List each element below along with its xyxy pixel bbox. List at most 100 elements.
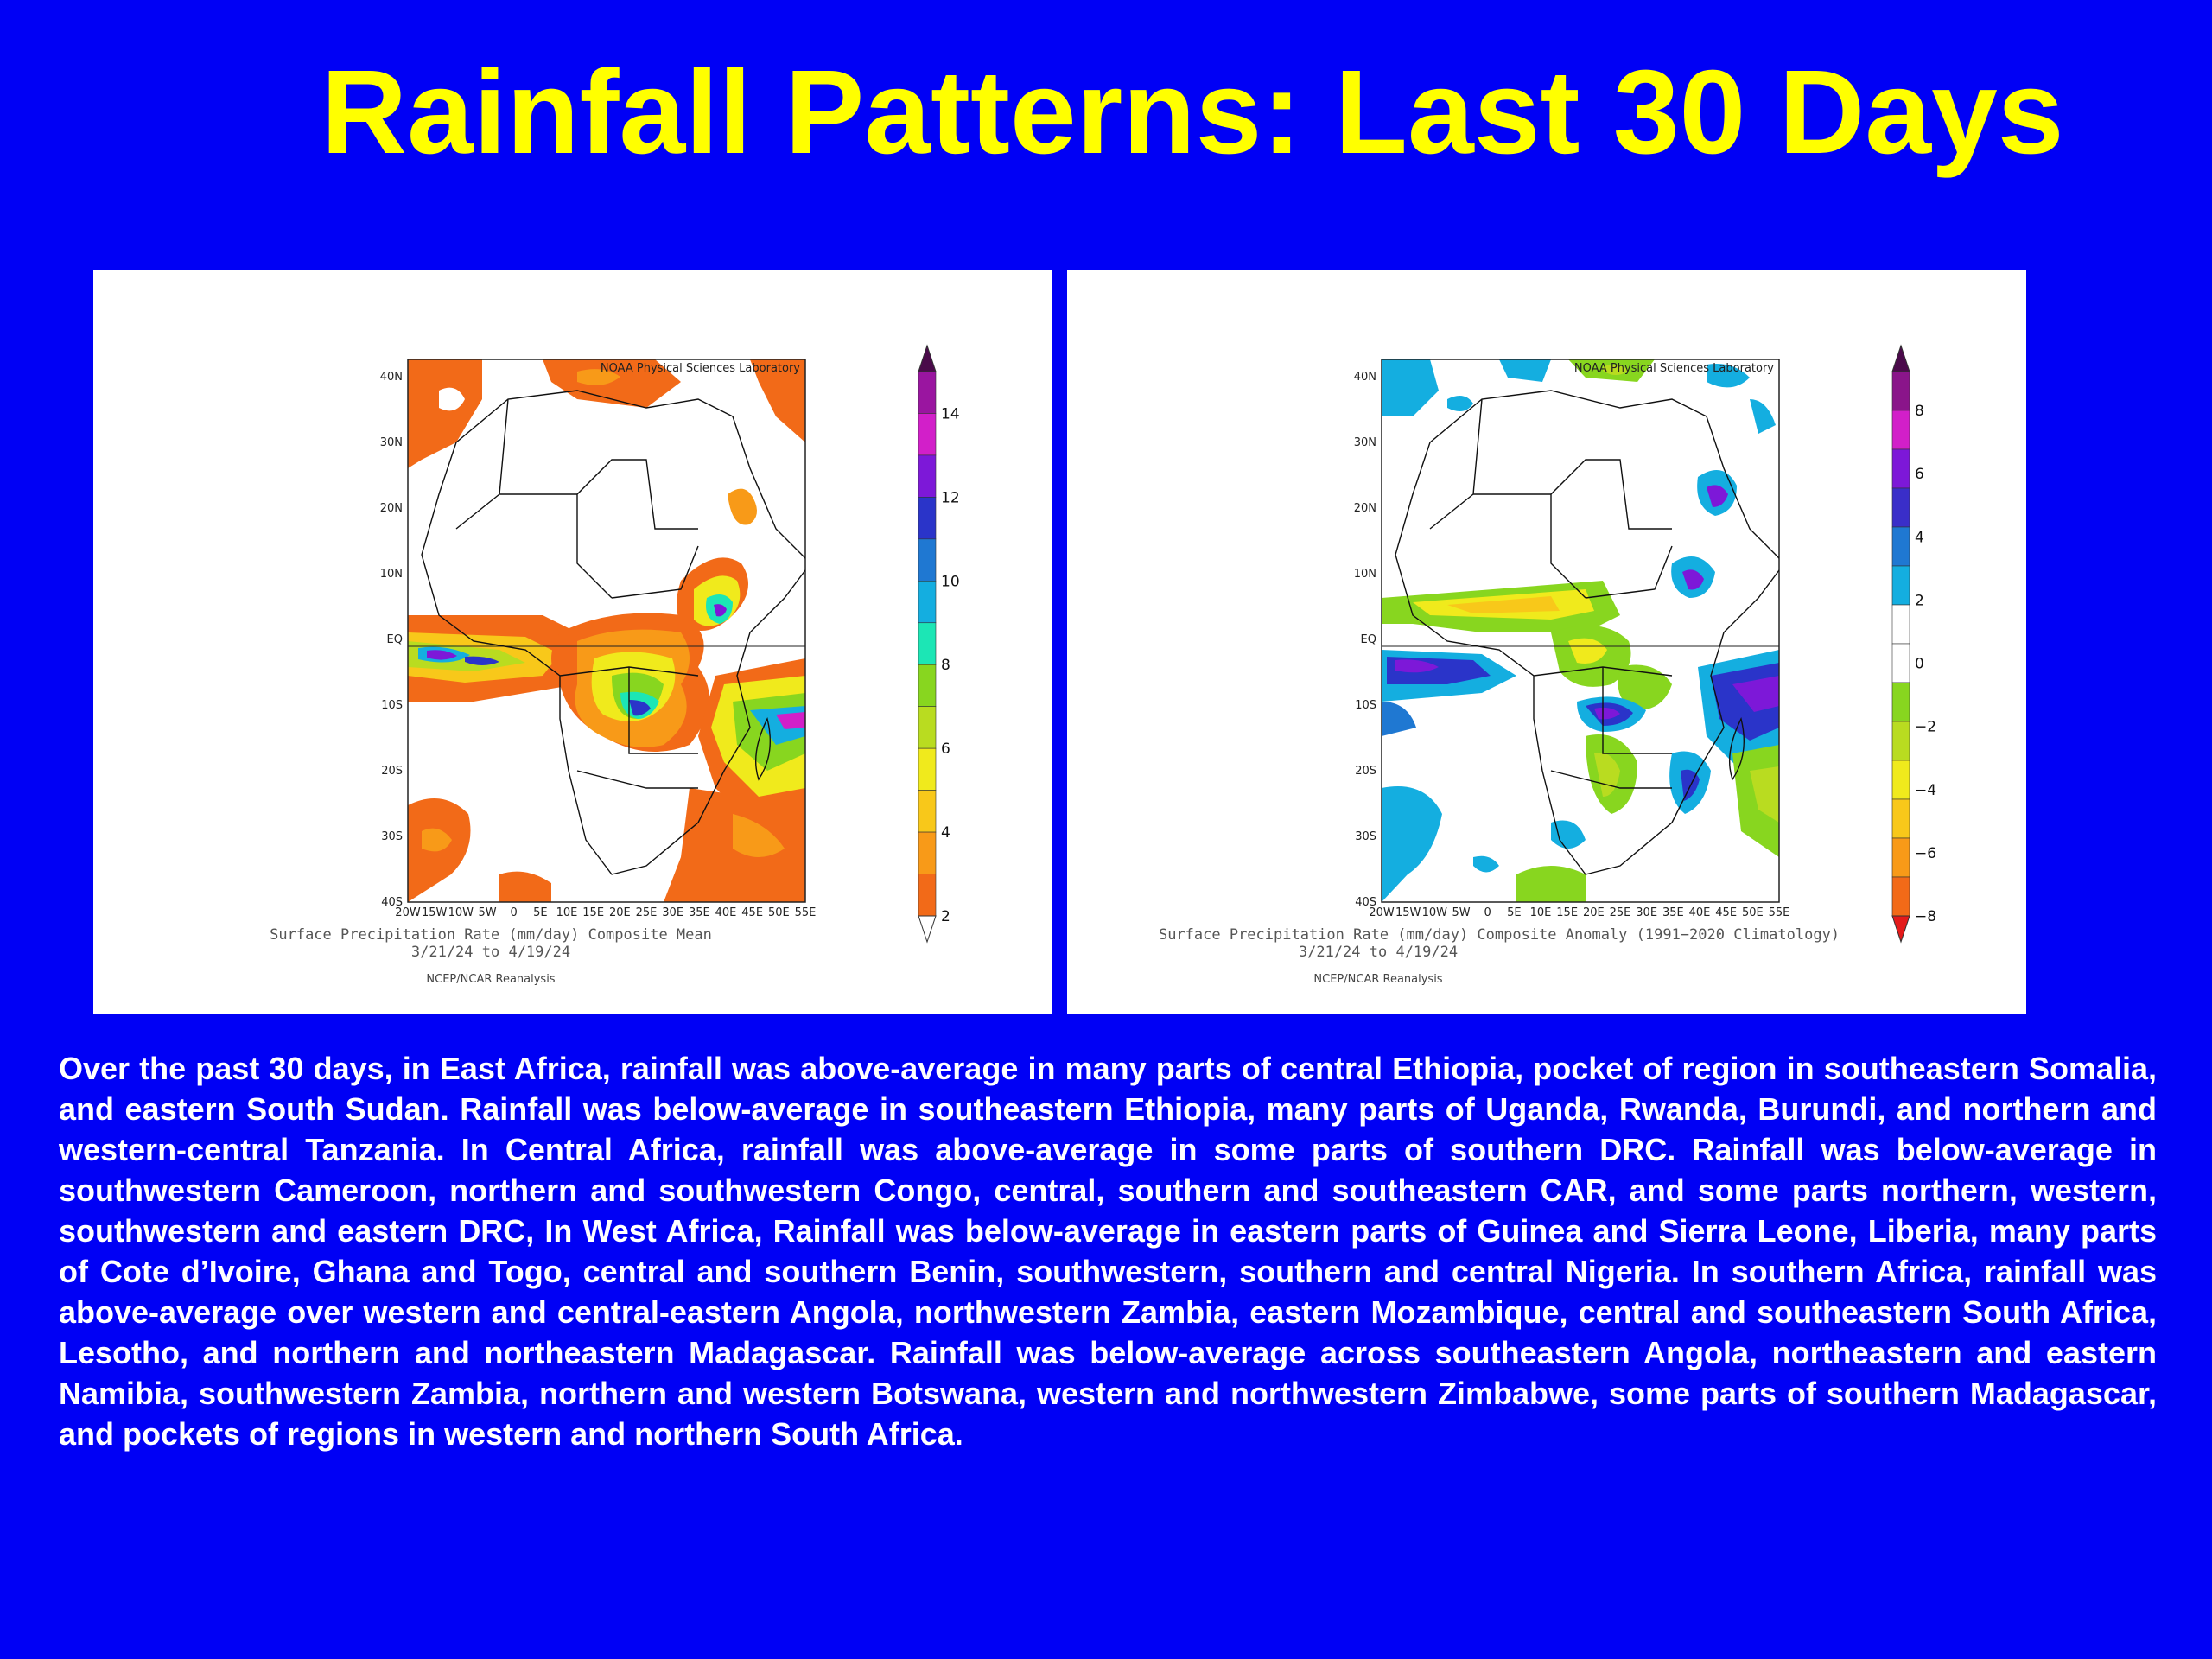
colorbar-label: 2 xyxy=(941,908,950,925)
colorbar-label: 14 xyxy=(941,405,960,423)
anomaly-colorbar: 8 6 4 2 0 −2 −4 −6 −8 xyxy=(1891,344,1936,944)
longitude-tick-label: 15E xyxy=(1556,906,1578,919)
latitude-tick-label: 10N xyxy=(380,568,403,581)
map-dates: 3/21/24 to 4/19/24 xyxy=(410,944,571,961)
latitude-tick-label: 20S xyxy=(1355,765,1376,778)
map-source-label: NOAA Physical Sciences Laboratory xyxy=(1574,362,1774,375)
colorbar-bottom-arrow xyxy=(918,915,937,944)
colorbar-segment xyxy=(918,664,937,707)
map-caption: Surface Precipitation Rate (mm/day) Comp… xyxy=(270,926,712,944)
longitude-labels: 20W 15W 10W 5W 0 5E 10E 15E 20E 25E 30E 35E 40E 45E 50… xyxy=(1369,906,1789,919)
map-dataset: NCEP/NCAR Reanalysis xyxy=(426,973,556,986)
latitude-tick-label: 30N xyxy=(380,436,403,449)
longitude-tick-label: 5E xyxy=(1507,906,1522,919)
slide-title: Rainfall Patterns: Last 30 Days xyxy=(321,46,2064,179)
latitude-labels: 40N 30N 20N 10N EQ 10S 20S 30S 40S xyxy=(380,371,403,909)
colorbar-segment xyxy=(918,706,937,749)
map-frame xyxy=(407,359,806,903)
longitude-tick-label: 0 xyxy=(511,906,518,919)
colorbar-segment xyxy=(1891,410,1910,450)
map-dataset: NCEP/NCAR Reanalysis xyxy=(1313,973,1443,986)
longitude-tick-label: 55E xyxy=(1769,906,1790,919)
colorbar-segment xyxy=(918,454,937,498)
longitude-tick-label: 5E xyxy=(533,906,548,919)
colorbar-segment xyxy=(918,413,937,456)
mean-precipitation-map: 40N 30N 20N 10N EQ 10S 20S 30S 40S 20W 15W 10W 5W 0 5… xyxy=(380,344,960,944)
colorbar-segment xyxy=(1891,798,1910,839)
map-frame xyxy=(1381,359,1780,903)
colorbar-label: 6 xyxy=(941,741,950,758)
latitude-tick-label: 10S xyxy=(1355,699,1376,712)
latitude-tick-label: 40N xyxy=(380,371,403,384)
colorbar-segment xyxy=(1891,565,1910,606)
colorbar-segment xyxy=(1891,448,1910,489)
colorbar-label: 4 xyxy=(941,824,950,842)
longitude-tick-label: 40E xyxy=(715,906,737,919)
longitude-tick-label: 0 xyxy=(1484,906,1491,919)
colorbar-segment xyxy=(918,581,937,624)
colorbar-segment xyxy=(918,622,937,665)
colorbar-label: −4 xyxy=(1915,782,1936,799)
colorbar-segment xyxy=(1891,721,1910,761)
longitude-tick-label: 5W xyxy=(1452,906,1470,919)
map-caption: Surface Precipitation Rate (mm/day) Comp… xyxy=(1158,926,1840,944)
latitude-tick-label: EQ xyxy=(387,633,403,646)
colorbar-label: −8 xyxy=(1915,908,1936,925)
longitude-tick-label: 30E xyxy=(662,906,683,919)
colorbar-label: −6 xyxy=(1915,845,1936,862)
longitude-tick-label: 55E xyxy=(795,906,817,919)
longitude-tick-label: 45E xyxy=(1715,906,1737,919)
longitude-tick-label: 20W xyxy=(1369,906,1395,919)
longitude-tick-label: 15W xyxy=(422,906,448,919)
latitude-tick-label: 40S xyxy=(1355,896,1376,909)
longitude-tick-label: 5W xyxy=(478,906,496,919)
colorbar-top-arrow xyxy=(1891,344,1910,372)
colorbar-segment xyxy=(1891,604,1910,645)
latitude-tick-label: 30N xyxy=(1354,436,1376,449)
colorbar-segment xyxy=(1891,682,1910,722)
mean-precipitation-field xyxy=(408,359,805,902)
latitude-tick-label: 20N xyxy=(1354,502,1376,515)
longitude-tick-label: 15W xyxy=(1395,906,1421,919)
mean-colorbar: 14 12 10 8 6 4 2 xyxy=(918,344,960,944)
latitude-tick-label: 20N xyxy=(380,502,403,515)
latitude-tick-label: 40S xyxy=(381,896,403,909)
latitude-tick-label: 10N xyxy=(1354,568,1376,581)
longitude-tick-label: 20W xyxy=(395,906,421,919)
colorbar-segment xyxy=(918,790,937,833)
longitude-labels: 20W 15W 10W 5W 0 5E 10E 15E 20E 25E 30E 35E 40E 45E 50… xyxy=(395,906,816,919)
longitude-tick-label: 10E xyxy=(556,906,578,919)
colorbar-segment xyxy=(1891,643,1910,683)
latitude-tick-label: 10S xyxy=(381,699,403,712)
colorbar-segment xyxy=(1891,760,1910,800)
colorbar-segment xyxy=(918,831,937,874)
colorbar-segment xyxy=(918,371,937,414)
longitude-tick-label: 35E xyxy=(689,906,710,919)
anomaly-precipitation-map-panel: 40N 30N 20N 10N EQ 10S 20S 30S 40S 20W 15W 10W 5W 0 5… xyxy=(1067,270,2026,1014)
colorbar-label: 6 xyxy=(1915,466,1924,483)
longitude-tick-label: 10E xyxy=(1530,906,1552,919)
colorbar-segment xyxy=(918,874,937,917)
colorbar-label: 12 xyxy=(941,489,960,506)
longitude-tick-label: 35E xyxy=(1662,906,1684,919)
colorbar-label: 10 xyxy=(941,573,960,590)
colorbar-label: 8 xyxy=(1915,403,1924,420)
longitude-tick-label: 10W xyxy=(448,906,474,919)
longitude-tick-label: 20E xyxy=(609,906,631,919)
longitude-tick-label: 25E xyxy=(1610,906,1631,919)
colorbar-label: 4 xyxy=(1915,529,1924,546)
colorbar-segment xyxy=(1891,526,1910,567)
colorbar-segment xyxy=(1891,487,1910,528)
colorbar-segment xyxy=(1891,876,1910,917)
latitude-labels: 40N 30N 20N 10N EQ 10S 20S 30S 40S xyxy=(1354,371,1376,909)
longitude-tick-label: 20E xyxy=(1583,906,1605,919)
latitude-tick-label: 30S xyxy=(1355,830,1376,843)
mean-precipitation-map-panel: 40N 30N 20N 10N EQ 10S 20S 30S 40S 20W 15W 10W 5W 0 5… xyxy=(93,270,1052,1014)
rainfall-summary-text: Over the past 30 days, in East Africa, r… xyxy=(59,1051,2157,1452)
latitude-tick-label: 40N xyxy=(1354,371,1376,384)
longitude-tick-label: 30E xyxy=(1636,906,1657,919)
colorbar-segment xyxy=(918,497,937,540)
colorbar-label: 2 xyxy=(1915,592,1924,609)
map-source-label: NOAA Physical Sciences Laboratory xyxy=(601,362,800,375)
longitude-tick-label: 50E xyxy=(1742,906,1764,919)
